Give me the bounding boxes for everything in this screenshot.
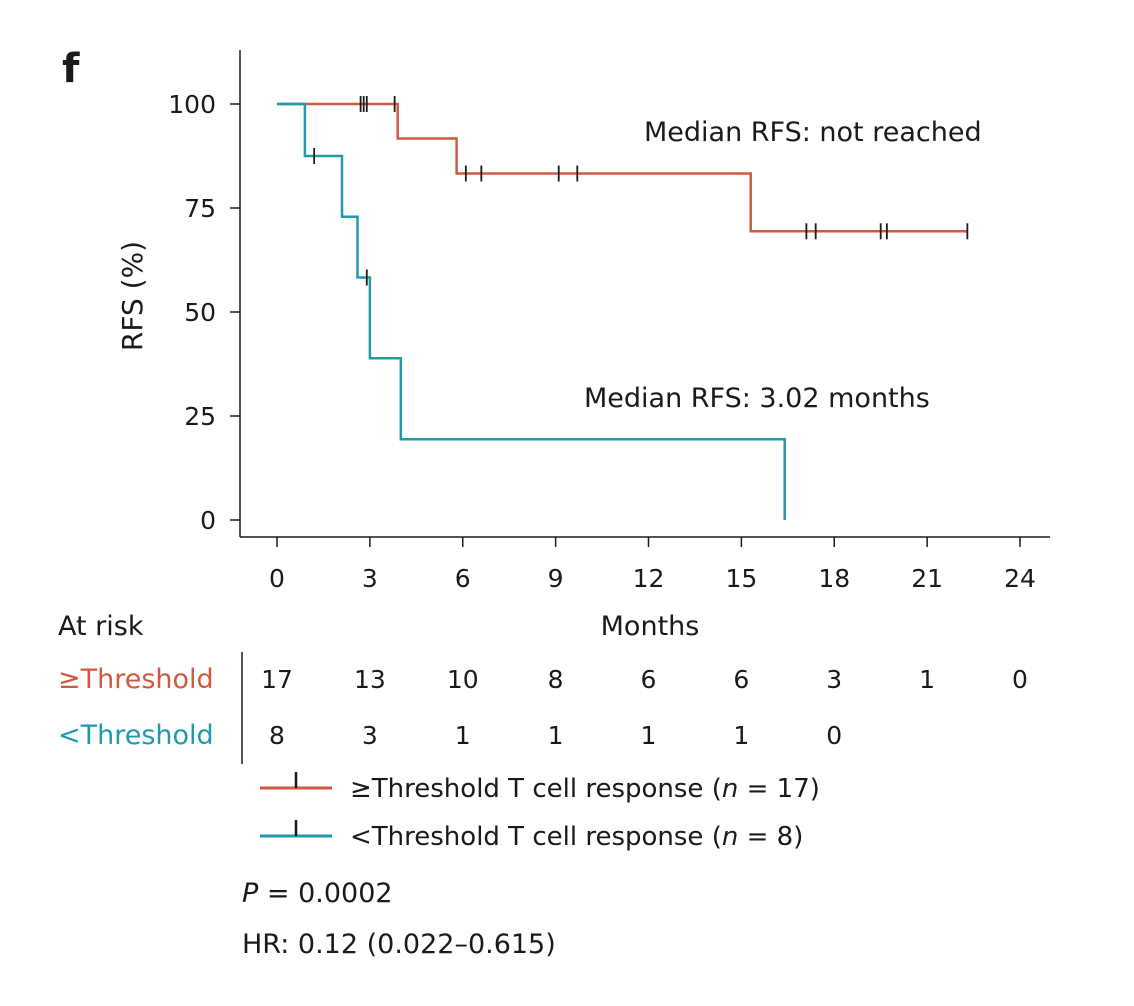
series-line-above [277,102,968,233]
at-risk-value: 6 [733,665,749,694]
legend-n-eq: = [738,774,776,804]
x-tick-label: 6 [455,564,471,593]
x-tick-label: 18 [818,564,850,593]
at-risk-value: 13 [354,665,386,694]
y-axis: 0 25 50 75 100 [168,50,241,537]
legend-n-eq-2: = [738,822,776,852]
x-tick-label: 12 [633,564,665,593]
legend-n-open: ( [703,774,721,804]
y-tick-label: 0 [200,506,216,535]
legend-swatch-above [260,772,332,790]
at-risk-value: 0 [826,721,842,750]
x-axis: 0 3 6 9 12 15 18 21 24 [240,536,1050,593]
y-tick-label: 50 [184,298,216,327]
at-risk-value: 1 [455,721,471,750]
panel-label: f [62,46,80,92]
at-risk-title: At risk [58,611,144,642]
legend-label-above-name: ≥Threshold T cell response [350,774,703,804]
at-risk-value: 3 [362,721,378,750]
at-risk-value: 8 [548,665,564,694]
legend-label-below: <Threshold T cell response (n = 8) [350,822,803,852]
legend-n-italic-2: n [722,822,738,852]
legend-label-above: ≥Threshold T cell response (n = 17) [350,774,820,804]
x-tick-label: 3 [362,564,378,593]
at-risk-value: 1 [919,665,935,694]
median-above-annotation: Median RFS: not reached [644,117,982,148]
p-value-text: = 0.0002 [258,878,392,909]
legend-n-above: 17 [777,774,810,804]
median-below-annotation: Median RFS: 3.02 months [584,383,930,414]
at-risk-value: 17 [261,665,293,694]
at-risk-values: 17 13 10 8 6 6 3 1 08 3 1 1 1 1 0 [261,665,1028,750]
x-tick-label: 0 [269,564,285,593]
at-risk-label-above: ≥Threshold [58,664,214,695]
legend-label-below-name: <Threshold T cell response [350,822,703,852]
at-risk-label-below: <Threshold [58,720,214,751]
y-axis-label: RFS (%) [116,241,149,351]
x-tick-label: 24 [1004,564,1036,593]
hazard-ratio: HR: 0.12 (0.022–0.615) [242,929,556,960]
at-risk-value: 1 [733,721,749,750]
legend-n-close: ) [810,774,820,804]
at-risk-value: 6 [641,665,657,694]
series-line-below [277,102,786,520]
at-risk-value: 3 [826,665,842,694]
x-tick-label: 15 [725,564,757,593]
legend-n-below: 8 [777,822,794,852]
x-tick-label: 9 [548,564,564,593]
legend-n-close-2: ) [793,822,803,852]
x-axis-label: Months [601,611,700,642]
legend: ≥Threshold T cell response (n = 17) <Thr… [260,772,820,852]
y-tick-label: 75 [184,194,216,223]
at-risk-value: 1 [641,721,657,750]
p-label: P [242,878,259,909]
y-tick-label: 25 [184,402,216,431]
at-risk-value: 10 [447,665,479,694]
legend-n-open-2: ( [703,822,721,852]
legend-swatch-below [260,820,332,838]
legend-n-italic: n [722,774,738,804]
y-tick-label: 100 [168,90,216,119]
x-tick-label: 21 [911,564,943,593]
at-risk-value: 1 [548,721,564,750]
series-layer [277,96,969,520]
p-value: P = 0.0002 [242,878,393,909]
at-risk-value: 0 [1012,665,1028,694]
at-risk-value: 8 [269,721,285,750]
